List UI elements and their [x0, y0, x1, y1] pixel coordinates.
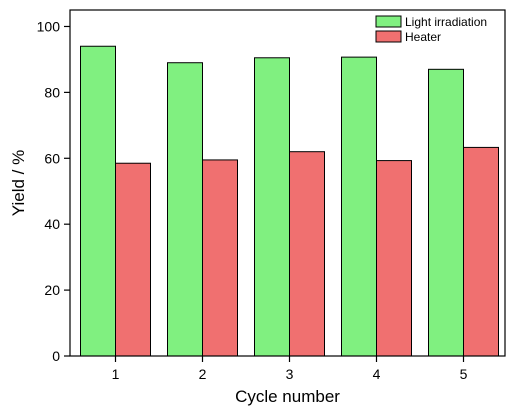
y-axis-title: Yield / %	[9, 150, 28, 216]
bar-heater-cycle-4	[376, 160, 412, 357]
legend-swatch-heater	[375, 30, 402, 43]
y-tick-label: 20	[44, 282, 60, 298]
legend-swatch-light-irradiation	[375, 15, 402, 28]
x-tick-label: 5	[460, 366, 468, 382]
bar-heater-cycle-3	[289, 151, 325, 357]
y-tick-label: 0	[52, 348, 60, 364]
x-tick-label: 3	[286, 366, 294, 382]
legend-label-heater: Heater	[405, 30, 441, 44]
axes-layer: 0 20 40 60 80 100 1 2 3 4 5	[37, 9, 506, 382]
bar-light-irradiation-cycle-4	[341, 56, 377, 357]
bars-layer	[80, 45, 499, 357]
y-tick-label: 60	[44, 150, 60, 166]
y-tick-label: 40	[44, 216, 60, 232]
x-tick-label: 2	[199, 366, 207, 382]
x-axis-title: Cycle number	[235, 387, 340, 406]
bar-light-irradiation-cycle-2	[167, 62, 203, 357]
bar-light-irradiation-cycle-3	[254, 57, 290, 357]
bar-heater-cycle-1	[115, 162, 151, 357]
y-tick-label: 100	[37, 18, 61, 34]
bar-light-irradiation-cycle-1	[80, 45, 116, 357]
bar-light-irradiation-cycle-5	[428, 68, 464, 357]
x-tick-label: 4	[373, 366, 381, 382]
bar-heater-cycle-2	[202, 159, 238, 357]
legend-label-light-irradiation: Light irradiation	[405, 15, 487, 29]
x-tick-label: 1	[112, 366, 120, 382]
bar-heater-cycle-5	[463, 146, 499, 357]
y-tick-label: 80	[44, 84, 60, 100]
plot-frame	[69, 9, 506, 357]
